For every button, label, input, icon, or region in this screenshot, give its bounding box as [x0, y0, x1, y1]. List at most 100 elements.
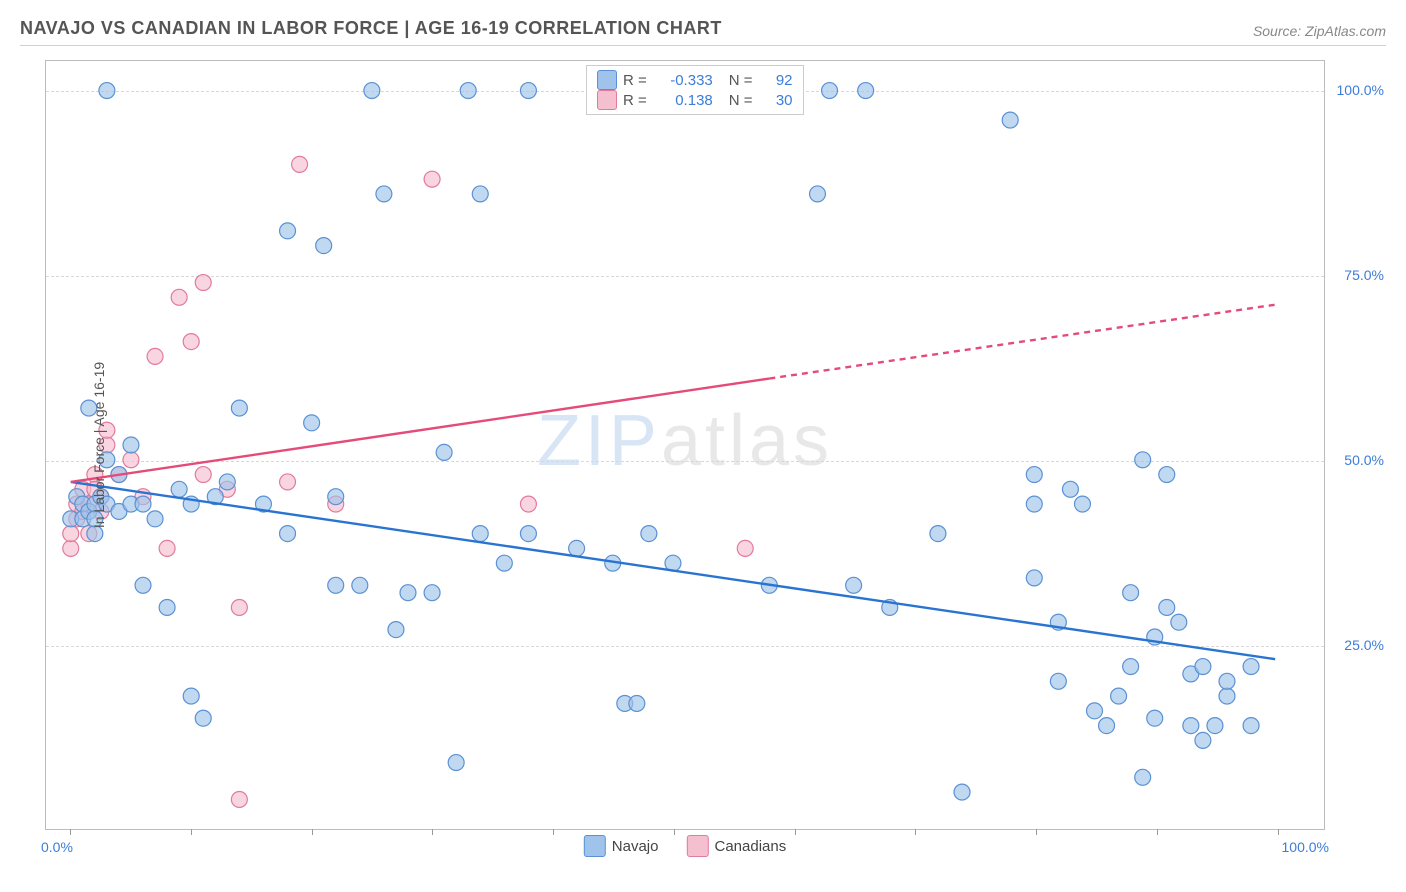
data-point: [183, 334, 199, 350]
data-point: [1195, 732, 1211, 748]
data-point: [195, 710, 211, 726]
legend-label: Navajo: [612, 838, 659, 855]
data-point: [364, 83, 380, 99]
stats-row: R =-0.333N =92: [597, 70, 793, 90]
y-tick-label: 50.0%: [1344, 452, 1384, 468]
scatter-plot-svg: [46, 61, 1324, 829]
source-label: Source: ZipAtlas.com: [1253, 23, 1386, 39]
data-point: [1195, 659, 1211, 675]
data-point: [231, 791, 247, 807]
data-point: [1026, 467, 1042, 483]
data-point: [1087, 703, 1103, 719]
data-point: [1171, 614, 1187, 630]
data-point: [171, 481, 187, 497]
data-point: [135, 496, 151, 512]
stats-swatch: [597, 90, 617, 110]
data-point: [737, 540, 753, 556]
x-tick: [1036, 829, 1037, 835]
y-tick-label: 100.0%: [1337, 82, 1384, 98]
data-point: [195, 467, 211, 483]
data-point: [954, 784, 970, 800]
data-point: [280, 223, 296, 239]
data-point: [520, 83, 536, 99]
data-point: [1026, 496, 1042, 512]
data-point: [159, 599, 175, 615]
data-point: [388, 622, 404, 638]
data-point: [99, 83, 115, 99]
data-point: [629, 695, 645, 711]
data-point: [183, 688, 199, 704]
legend-swatch: [584, 835, 606, 857]
x-tick: [70, 829, 71, 835]
data-point: [316, 238, 332, 254]
data-point: [1062, 481, 1078, 497]
trend-line: [769, 305, 1275, 379]
n-label: N =: [729, 92, 753, 109]
r-label: R =: [623, 92, 647, 109]
data-point: [280, 474, 296, 490]
x-axis-min-label: 0.0%: [41, 839, 73, 855]
data-point: [496, 555, 512, 571]
data-point: [1147, 710, 1163, 726]
data-point: [520, 496, 536, 512]
data-point: [1159, 599, 1175, 615]
r-value: 0.138: [653, 92, 713, 109]
y-axis-title: In Labor Force | Age 16-19: [91, 362, 107, 528]
data-point: [1123, 659, 1139, 675]
data-point: [304, 415, 320, 431]
data-point: [1183, 718, 1199, 734]
data-point: [1243, 718, 1259, 734]
data-point: [930, 526, 946, 542]
x-tick: [915, 829, 916, 835]
y-tick-label: 25.0%: [1344, 637, 1384, 653]
data-point: [641, 526, 657, 542]
data-point: [1050, 673, 1066, 689]
data-point: [472, 526, 488, 542]
chart-title: NAVAJO VS CANADIAN IN LABOR FORCE | AGE …: [20, 18, 722, 39]
x-axis-max-label: 100.0%: [1282, 839, 1329, 855]
stats-row: R =0.138N =30: [597, 90, 793, 110]
data-point: [448, 755, 464, 771]
data-point: [219, 474, 235, 490]
data-point: [1074, 496, 1090, 512]
data-point: [846, 577, 862, 593]
r-label: R =: [623, 72, 647, 89]
data-point: [147, 348, 163, 364]
data-point: [63, 526, 79, 542]
data-point: [1135, 452, 1151, 468]
data-point: [1135, 769, 1151, 785]
data-point: [1219, 673, 1235, 689]
x-tick: [795, 829, 796, 835]
data-point: [63, 540, 79, 556]
stats-legend: R =-0.333N =92R =0.138N =30: [586, 65, 804, 115]
legend-item: Canadians: [686, 835, 786, 857]
data-point: [460, 83, 476, 99]
data-point: [376, 186, 392, 202]
data-point: [147, 511, 163, 527]
data-point: [520, 526, 536, 542]
data-point: [1026, 570, 1042, 586]
data-point: [1159, 467, 1175, 483]
y-tick-label: 75.0%: [1344, 267, 1384, 283]
data-point: [1219, 688, 1235, 704]
data-point: [231, 599, 247, 615]
data-point: [123, 437, 139, 453]
n-value: 92: [759, 72, 793, 89]
data-point: [1207, 718, 1223, 734]
data-point: [436, 444, 452, 460]
x-tick: [312, 829, 313, 835]
data-point: [280, 526, 296, 542]
data-point: [858, 83, 874, 99]
data-point: [822, 83, 838, 99]
data-point: [424, 585, 440, 601]
data-point: [400, 585, 416, 601]
x-tick: [191, 829, 192, 835]
legend-swatch: [686, 835, 708, 857]
data-point: [1099, 718, 1115, 734]
data-point: [1243, 659, 1259, 675]
data-point: [171, 289, 187, 305]
legend-item: Navajo: [584, 835, 659, 857]
data-point: [569, 540, 585, 556]
data-point: [159, 540, 175, 556]
data-point: [195, 275, 211, 291]
